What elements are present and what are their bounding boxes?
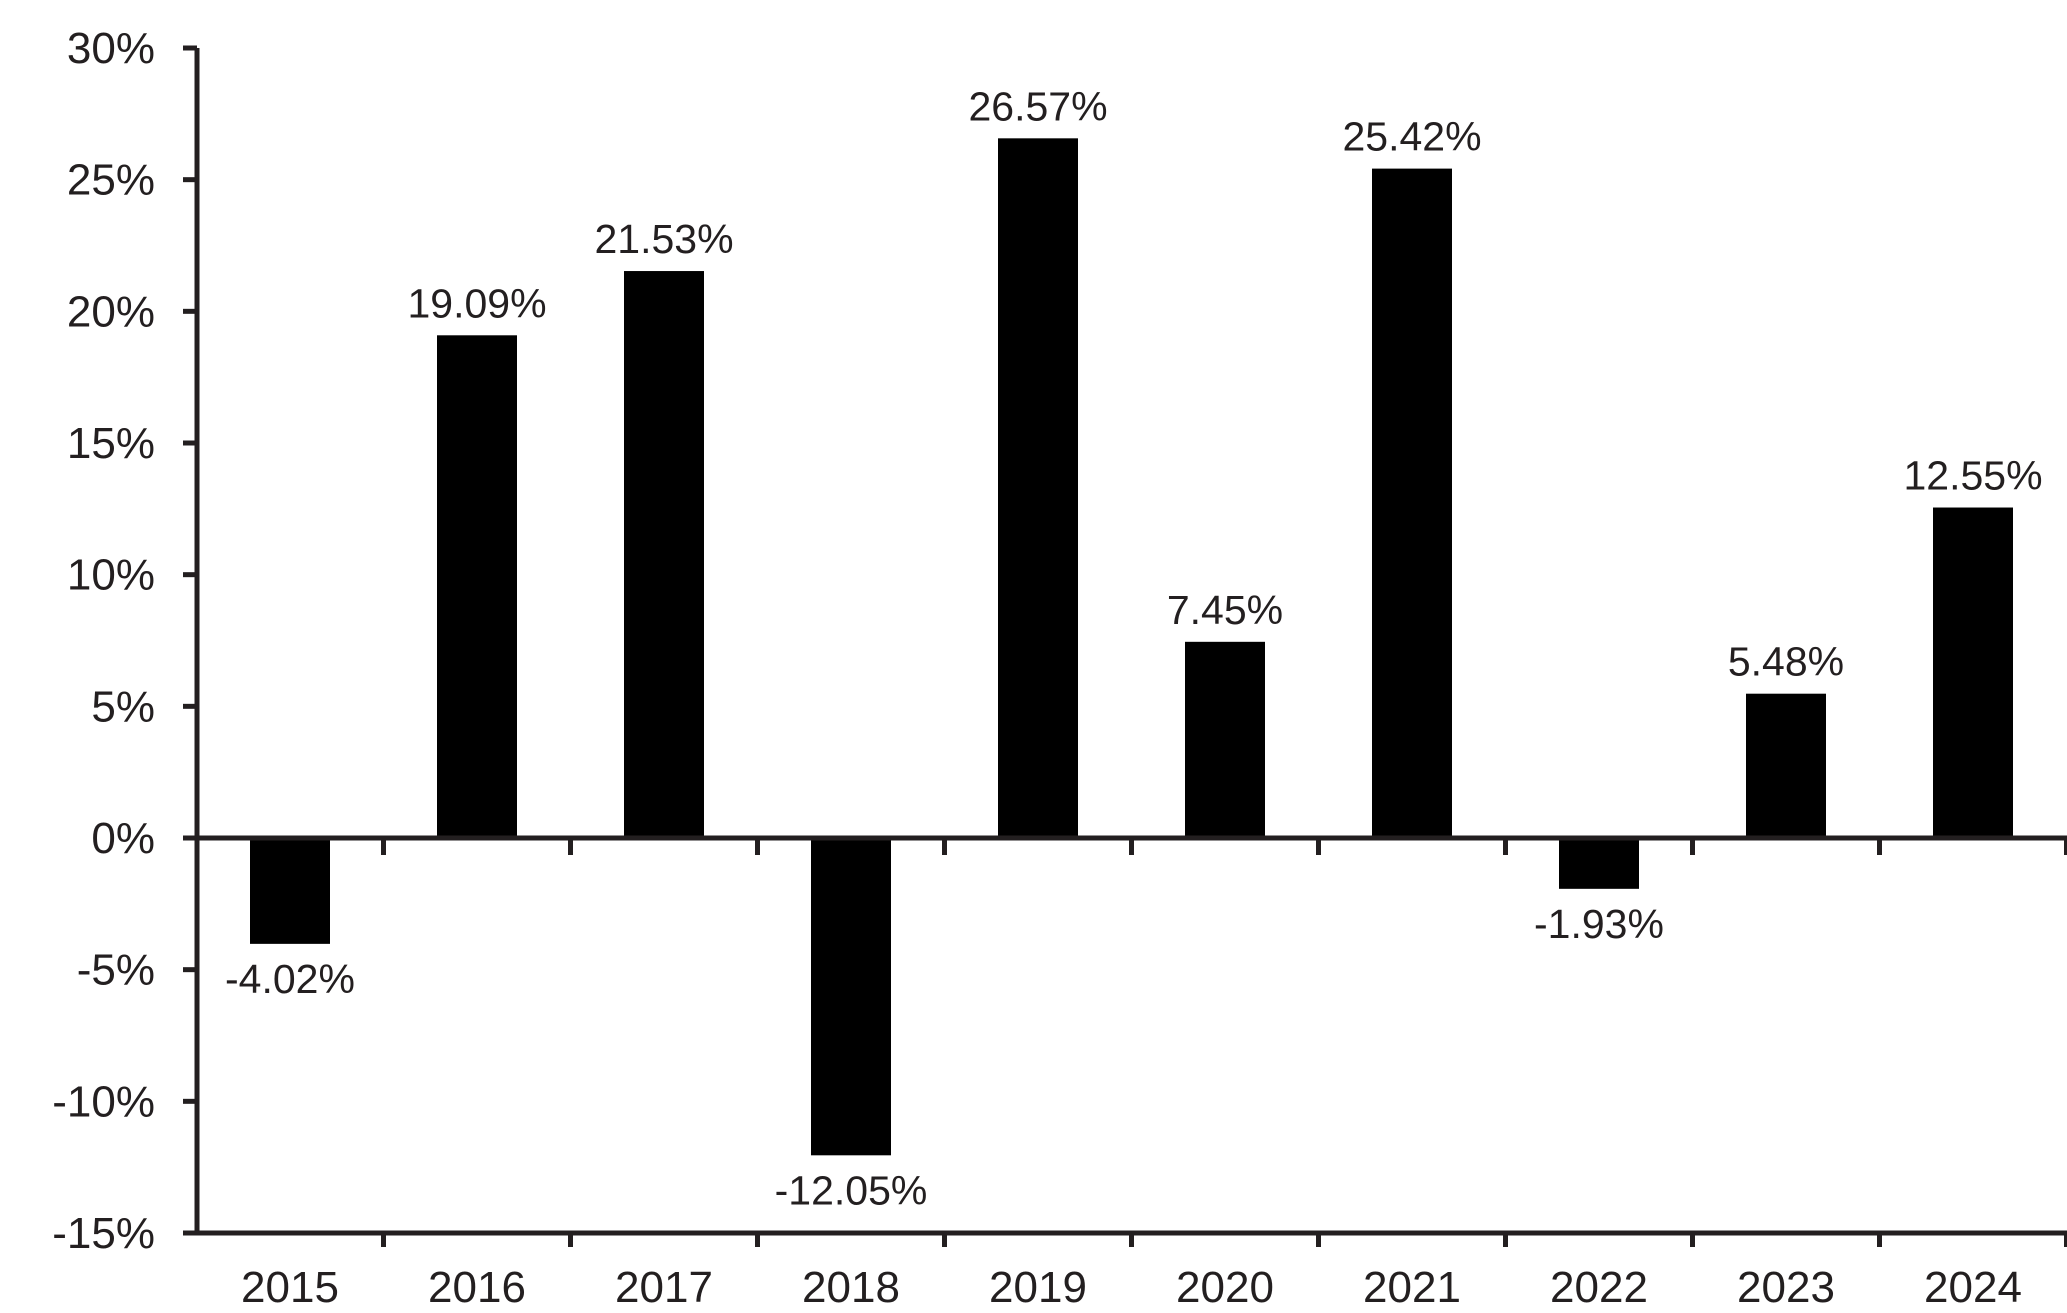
y-tick-label: 5% [91,682,155,731]
bar-2016 [437,335,517,838]
x-tick-label-2017: 2017 [615,1263,713,1308]
bar-2022 [1559,838,1639,889]
data-label-2018: -12.05% [775,1167,928,1213]
y-tick-label: 20% [67,287,155,336]
y-tick-label: 15% [67,419,155,468]
labels: 30% 25% 20% 15% 10% 5% 0% -5% -10% -15% 2015 2016 20… [52,24,2042,1312]
bar-2024 [1933,507,2013,838]
x-tick-label-2022: 2022 [1550,1263,1648,1308]
bar-2021 [1372,168,1452,838]
axes [183,45,2067,1247]
bar-2017 [624,271,704,838]
y-tick-label: -5% [77,946,155,995]
data-label-2024: 12.55% [1903,453,2042,499]
data-label-2016: 19.09% [407,280,546,326]
x-tick-label-2021: 2021 [1363,1263,1461,1308]
x-tick-label-2015: 2015 [241,1263,339,1308]
bar-2020 [1185,641,1265,838]
y-tick-label: 30% [67,24,155,73]
bar-2015 [250,838,330,944]
data-label-2022: -1.93% [1534,901,1664,947]
x-tick-label-2020: 2020 [1176,1263,1274,1308]
data-label-2023: 5.48% [1728,639,1844,685]
y-tick-label: -10% [52,1077,155,1126]
bar-2023 [1746,693,1826,838]
data-label-2021: 25.42% [1342,114,1481,160]
x-tick-label-2018: 2018 [802,1263,900,1308]
data-label-2019: 26.57% [968,83,1107,129]
x-tick-label-2024: 2024 [1924,1263,2022,1308]
x-tick-label-2019: 2019 [989,1263,1087,1308]
x-tick-label-2016: 2016 [428,1263,526,1308]
data-label-2015: -4.02% [225,956,355,1002]
y-tick-label: 25% [67,156,155,205]
bars [250,138,2013,1156]
y-tick-label: -15% [52,1209,155,1258]
x-tick-label-2023: 2023 [1737,1263,1835,1308]
data-label-2017: 21.53% [594,216,733,262]
y-tick-label: 0% [91,814,155,863]
y-tick-label: 10% [67,551,155,600]
data-label-2020: 7.45% [1167,587,1283,633]
bar-2019 [998,138,1078,838]
bar-2018 [811,838,891,1156]
